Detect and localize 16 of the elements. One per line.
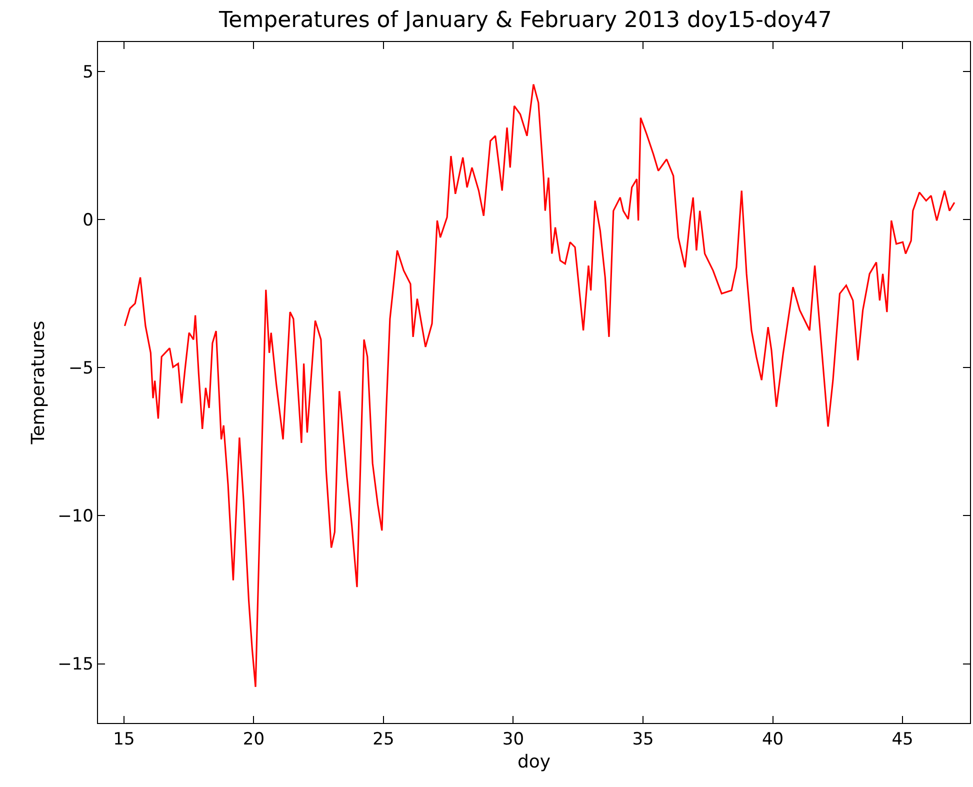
x-tick-label: 45 bbox=[892, 730, 914, 750]
y-tick-label: 5 bbox=[82, 62, 94, 83]
y-tick-label: −5 bbox=[68, 358, 94, 379]
x-tick-label: 40 bbox=[762, 730, 784, 750]
x-tick-label: 30 bbox=[502, 730, 524, 750]
x-tick-label: 25 bbox=[372, 730, 394, 750]
y-tick-label: −10 bbox=[58, 506, 94, 527]
x-tick-label: 35 bbox=[632, 730, 654, 750]
x-tick-label: 15 bbox=[113, 730, 135, 750]
y-axis-title: Temperatures bbox=[28, 320, 49, 446]
line-series bbox=[124, 84, 956, 688]
y-tick-label: −15 bbox=[58, 654, 94, 675]
y-tick-label: 0 bbox=[82, 210, 94, 231]
x-axis-title: doy bbox=[517, 752, 551, 773]
chart-title: Temperatures of January & February 2013 doy15-doy47 bbox=[218, 8, 832, 34]
x-tick-label: 20 bbox=[242, 730, 265, 750]
